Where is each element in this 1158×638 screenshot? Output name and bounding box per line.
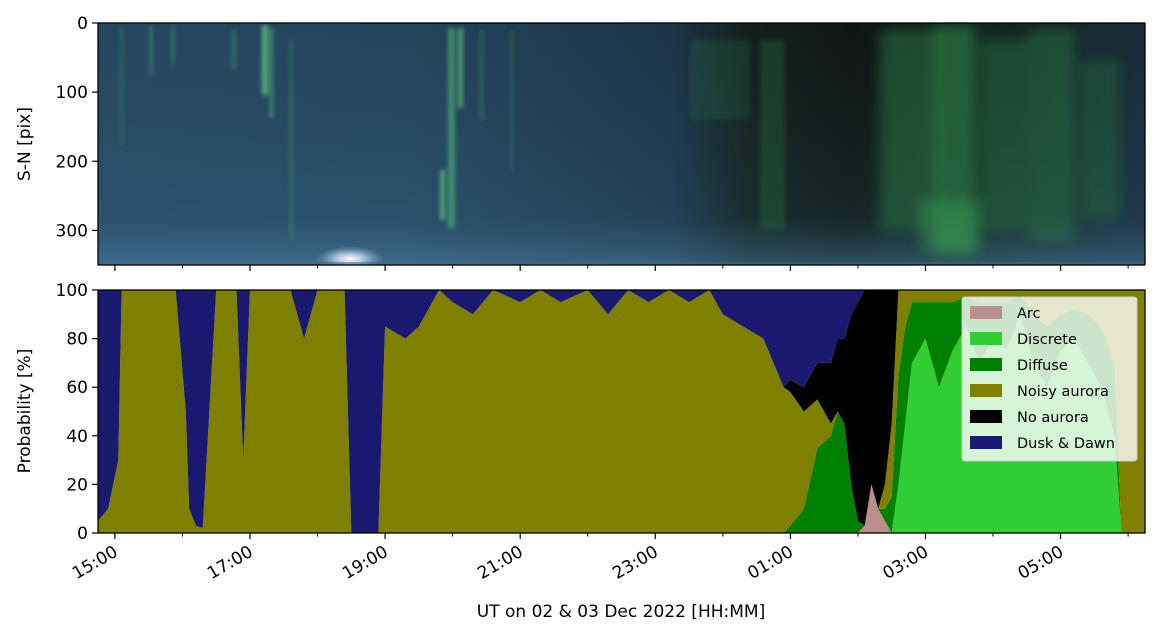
probability-frame [97, 289, 1146, 534]
legend-label: Noisy aurora [1017, 384, 1109, 400]
legend-label: Discrete [1017, 332, 1077, 348]
legend-label: Diffuse [1017, 358, 1068, 374]
x-tick-label: 17:00 [204, 542, 256, 584]
legend-swatch [970, 436, 1002, 449]
x-tick-label: 05:00 [1015, 542, 1067, 584]
probability-y-tick-label: 20 [66, 475, 88, 495]
probability-y-tick-label: 80 [66, 330, 88, 350]
x-tick-label: 21:00 [474, 542, 526, 584]
legend-swatch [970, 332, 1002, 345]
legend-swatch [970, 384, 1002, 397]
legend-swatch [970, 358, 1002, 371]
probability-y-tick-label: 60 [66, 378, 88, 398]
keogram-x-ticks [114, 265, 1129, 271]
keogram-y-axis: 0 100 200 300 [56, 14, 98, 241]
x-tick-label: 01:00 [744, 542, 796, 584]
keogram-y-tick-label: 200 [56, 152, 88, 172]
x-tick-label: 23:00 [609, 542, 661, 584]
area-arc [98, 484, 1145, 533]
legend: Arc Discrete Diffuse Noisy aurora No aurora D… [961, 296, 1138, 462]
keogram-y-tick-label: 0 [77, 14, 88, 34]
keogram-image [98, 23, 1145, 265]
x-tick-label: 15:00 [69, 542, 121, 584]
area-dusk-dawn [98, 290, 1145, 533]
probability-y-axis: 0 20 40 60 80 100 [56, 281, 98, 544]
legend-swatch [970, 306, 1002, 319]
legend-label: No aurora [1017, 410, 1089, 426]
x-axis-title: UT on 02 & 03 Dec 2022 [HH:MM] [477, 602, 765, 622]
x-tick-label: 03:00 [880, 542, 932, 584]
keogram-frame [97, 22, 1146, 266]
x-tick-label: 19:00 [339, 542, 391, 584]
probability-y-tick-label: 40 [66, 427, 88, 447]
probability-y-tick-label: 0 [77, 524, 88, 544]
keogram-y-tick-label: 100 [56, 83, 88, 103]
area-discrete [98, 314, 1145, 533]
probability-x-axis: 15:00 17:00 19:00 21:00 23:00 01:00 03:00 05:00 [69, 533, 1129, 584]
keogram-y-tick-label: 300 [56, 221, 88, 241]
legend-label: Arc [1017, 306, 1041, 322]
probability-y-tick-label: 100 [56, 281, 88, 301]
legend-box [961, 296, 1138, 462]
area-no-aurora [98, 290, 1145, 533]
legend-label: Dusk & Dawn [1017, 436, 1115, 452]
probability-y-axis-title: Probability [%] [15, 349, 35, 474]
area-noisy-aurora [98, 290, 1145, 533]
probability-areas [98, 290, 1145, 533]
keogram-y-axis-title: S-N [pix] [15, 107, 35, 181]
legend-swatch [970, 410, 1002, 423]
